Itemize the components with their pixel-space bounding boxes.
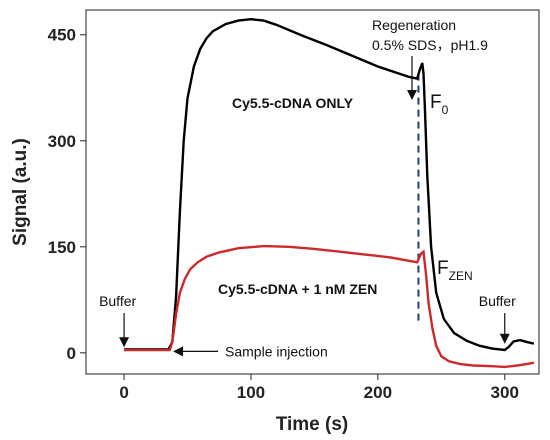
y-tick-label: 0: [67, 344, 76, 363]
series-label-cdna-zen: Cy5.5-cDNA + 1 nM ZEN: [218, 281, 377, 297]
y-tick-label: 150: [48, 238, 76, 257]
x-tick-label: 300: [491, 383, 519, 402]
sample-injection-label: Sample injection: [225, 343, 328, 359]
series-line-cdna-zen: [124, 244, 535, 369]
buffer-left-label: Buffer: [99, 293, 136, 309]
x-axis-title: Time (s): [276, 414, 349, 435]
sample-injection-arrow-head: [173, 346, 184, 357]
y-tick-label: 300: [48, 132, 76, 151]
y-axis-title: Signal (a.u.): [10, 138, 31, 246]
buffer-right-arrow-head: [499, 333, 510, 344]
series-line-cdna-only: [124, 17, 535, 352]
series-label-cdna-only: Cy5.5-cDNA ONLY: [232, 95, 354, 111]
y-axis: 0 150 300 450: [48, 26, 86, 363]
x-tick-label: 100: [237, 383, 265, 402]
x-axis: 0 100 200 300: [119, 374, 519, 402]
x-tick-label: 0: [119, 383, 128, 402]
f0-sub: 0: [442, 103, 449, 117]
buffer-right-label: Buffer: [479, 293, 516, 309]
fzen-sub: ZEN: [449, 269, 473, 283]
regeneration-text-line1: Regeneration: [372, 17, 456, 33]
y-tick-label: 450: [48, 26, 76, 45]
plot-frame: [85, 9, 540, 375]
f0-label: F0: [430, 92, 449, 117]
f0-main: F: [430, 92, 442, 113]
x-tick-label: 200: [364, 383, 392, 402]
regeneration-text-line2: 0.5% SDS，pH1.9: [372, 37, 488, 53]
buffer-left-arrow-head: [119, 337, 130, 348]
fzen-label: FZEN: [437, 258, 473, 283]
regeneration-arrow-head: [407, 90, 417, 100]
fzen-main: F: [437, 258, 449, 279]
